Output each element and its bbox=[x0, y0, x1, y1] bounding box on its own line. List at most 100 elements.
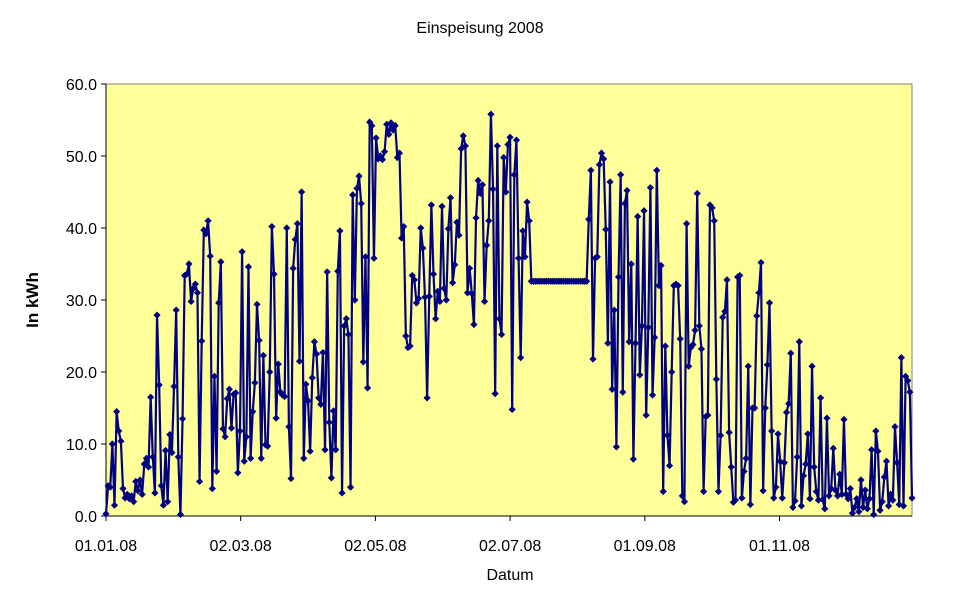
data-point bbox=[680, 498, 689, 506]
data-point bbox=[353, 184, 361, 192]
data-point bbox=[619, 388, 627, 396]
data-point bbox=[478, 181, 487, 189]
data-point bbox=[251, 379, 259, 387]
data-point bbox=[383, 120, 391, 128]
data-point bbox=[474, 176, 482, 185]
x-tick-label: 01.09.08 bbox=[614, 538, 676, 555]
data-point bbox=[853, 495, 861, 503]
data-point bbox=[500, 153, 508, 162]
data-point bbox=[244, 263, 253, 271]
data-point bbox=[659, 487, 667, 496]
data-point bbox=[459, 132, 467, 140]
data-point bbox=[855, 508, 863, 516]
data-point bbox=[785, 400, 793, 408]
data-point bbox=[646, 184, 655, 192]
data-point bbox=[136, 476, 144, 484]
data-point bbox=[623, 186, 631, 195]
data-point bbox=[234, 469, 242, 477]
y-tick-label: 60.0 bbox=[66, 77, 97, 94]
data-point bbox=[368, 122, 376, 130]
data-point bbox=[657, 261, 665, 270]
data-point bbox=[115, 427, 123, 435]
data-point bbox=[427, 201, 435, 209]
data-point bbox=[168, 449, 176, 457]
data-point bbox=[727, 463, 735, 471]
data-point bbox=[838, 490, 846, 498]
data-point bbox=[332, 446, 340, 454]
data-point bbox=[757, 258, 765, 267]
data-point bbox=[212, 467, 221, 475]
data-point bbox=[293, 220, 301, 228]
data-point bbox=[836, 470, 844, 478]
data-point bbox=[795, 338, 803, 346]
data-point bbox=[625, 338, 633, 346]
data-point bbox=[819, 495, 827, 504]
data-point bbox=[821, 505, 829, 513]
data-point bbox=[325, 418, 333, 426]
data-point bbox=[904, 377, 912, 385]
data-point bbox=[493, 142, 501, 150]
data-point bbox=[489, 185, 497, 193]
data-point bbox=[808, 362, 816, 370]
data-point bbox=[676, 335, 684, 343]
data-point bbox=[106, 483, 114, 491]
data-point bbox=[176, 510, 185, 519]
data-point bbox=[710, 217, 718, 225]
data-point bbox=[266, 368, 274, 376]
data-point bbox=[891, 423, 899, 431]
data-point bbox=[295, 357, 304, 365]
data-point bbox=[336, 227, 344, 235]
data-point bbox=[476, 189, 484, 198]
data-point bbox=[178, 415, 187, 423]
data-point bbox=[346, 483, 355, 491]
data-point bbox=[206, 252, 214, 260]
data-point bbox=[714, 487, 723, 496]
data-point bbox=[255, 336, 263, 344]
data-point bbox=[219, 425, 227, 433]
series-line bbox=[104, 114, 914, 515]
data-point bbox=[725, 428, 733, 437]
data-point bbox=[523, 198, 531, 206]
data-point bbox=[434, 287, 442, 295]
data-point bbox=[889, 496, 897, 504]
data-point bbox=[583, 277, 591, 285]
data-point bbox=[717, 431, 725, 439]
data-point bbox=[425, 292, 433, 300]
data-point bbox=[238, 248, 246, 256]
data-point bbox=[491, 390, 499, 398]
data-point bbox=[202, 230, 210, 238]
data-point bbox=[442, 296, 450, 304]
data-point bbox=[449, 279, 457, 287]
x-axis-label: Datum bbox=[486, 567, 533, 584]
data-point bbox=[506, 133, 514, 141]
data-point bbox=[393, 153, 401, 162]
data-point bbox=[376, 152, 384, 160]
data-point bbox=[423, 394, 431, 402]
data-point bbox=[780, 459, 788, 467]
data-point bbox=[504, 140, 512, 149]
data-point bbox=[417, 224, 425, 232]
data-point bbox=[863, 505, 871, 513]
data-point bbox=[338, 489, 346, 497]
data-point bbox=[746, 500, 754, 509]
y-tick-label: 20.0 bbox=[66, 365, 97, 382]
data-point bbox=[134, 487, 142, 495]
data-point bbox=[693, 189, 701, 198]
data-point bbox=[117, 437, 125, 445]
data-point bbox=[872, 427, 880, 435]
data-point bbox=[161, 446, 170, 455]
data-point bbox=[644, 323, 652, 331]
y-tick-label: 10.0 bbox=[66, 437, 97, 454]
data-point bbox=[653, 166, 661, 174]
data-point bbox=[363, 384, 372, 392]
data-point bbox=[257, 454, 265, 462]
data-point bbox=[663, 431, 672, 439]
data-point bbox=[259, 351, 267, 360]
x-tick-label: 01.01.08 bbox=[75, 538, 137, 555]
data-point bbox=[782, 408, 791, 416]
data-point bbox=[108, 440, 116, 448]
data-point bbox=[315, 394, 323, 402]
data-point bbox=[899, 502, 908, 510]
data-point bbox=[380, 148, 389, 156]
